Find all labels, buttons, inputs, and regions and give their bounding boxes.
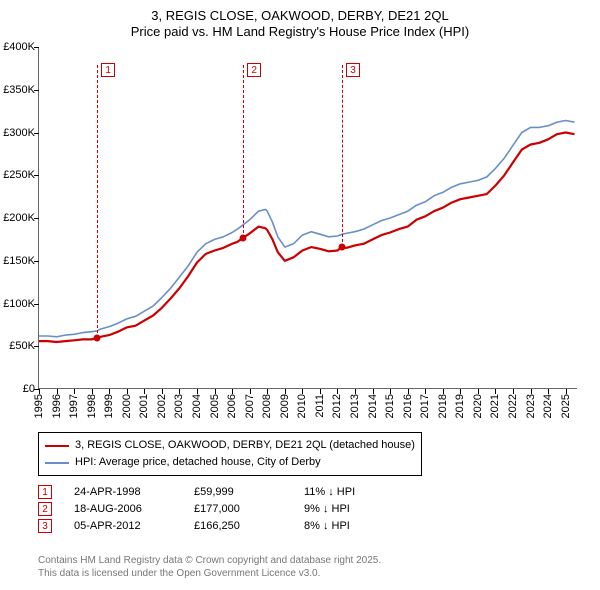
x-tick-label: 2014 (367, 394, 379, 418)
x-tick-label: 2006 (226, 394, 238, 418)
x-tick-label: 2004 (191, 394, 203, 418)
title-line-2: Price paid vs. HM Land Registry's House … (0, 24, 600, 40)
marker-dot (339, 243, 346, 250)
event-price: £166,250 (194, 520, 304, 532)
series-line (39, 133, 575, 343)
x-tick-label: 1998 (86, 394, 98, 418)
x-tick-label: 2019 (454, 394, 466, 418)
x-tick-label: 2009 (279, 394, 291, 418)
event-date: 18-AUG-2006 (74, 503, 194, 515)
y-tick-label: £150K (3, 255, 35, 267)
x-tick-label: 1995 (33, 394, 45, 418)
marker-line (97, 65, 98, 338)
footer-line-1: Contains HM Land Registry data © Crown c… (38, 554, 381, 567)
x-tick-label: 2017 (419, 394, 431, 418)
y-tick-label: £300K (3, 127, 35, 139)
x-tick-label: 2025 (560, 394, 572, 418)
x-tick-label: 2011 (314, 394, 326, 418)
event-delta: 8% ↓ HPI (304, 520, 350, 532)
chart-area: £0£50K£100K£150K£200K£250K£300K£350K£400… (38, 47, 577, 389)
event-row: 2 18-AUG-2006£177,0009% ↓ HPI (38, 502, 355, 516)
price-events: 1 24-APR-1998£59,99911% ↓ HPI 2 18-AUG-2006… (38, 482, 355, 536)
title-line-1: 3, REGIS CLOSE, OAKWOOD, DERBY, DE21 2QL (0, 8, 600, 24)
y-tick-label: £350K (3, 84, 35, 96)
legend-label: 3, REGIS CLOSE, OAKWOOD, DERBY, DE21 2QL… (75, 437, 415, 454)
event-price: £177,000 (194, 503, 304, 515)
event-delta: 9% ↓ HPI (304, 503, 350, 515)
x-tick-label: 2015 (384, 394, 396, 418)
marker-dot (94, 334, 101, 341)
event-index: 1 (38, 485, 52, 499)
marker-line (342, 65, 343, 247)
x-tick-label: 1996 (51, 394, 63, 418)
x-tick-label: 2023 (525, 394, 537, 418)
plot-svg (39, 47, 578, 389)
marker-box: 3 (346, 63, 360, 77)
footer: Contains HM Land Registry data © Crown c… (38, 554, 381, 580)
event-index: 2 (38, 502, 52, 516)
legend-swatch (45, 462, 69, 464)
y-tick-label: £50K (9, 340, 35, 352)
marker-dot (240, 234, 247, 241)
y-tick-label: £250K (3, 169, 35, 181)
legend-swatch (45, 445, 69, 447)
x-tick-label: 2016 (402, 394, 414, 418)
x-tick-label: 2010 (296, 394, 308, 418)
event-row: 3 05-APR-2012£166,2508% ↓ HPI (38, 519, 355, 533)
x-tick-label: 2021 (489, 394, 501, 418)
y-tick-label: £400K (3, 41, 35, 53)
event-price: £59,999 (194, 486, 304, 498)
titles: 3, REGIS CLOSE, OAKWOOD, DERBY, DE21 2QL… (0, 0, 600, 41)
legend: 3, REGIS CLOSE, OAKWOOD, DERBY, DE21 2QL… (38, 432, 422, 476)
x-tick-label: 2013 (349, 394, 361, 418)
x-tick-label: 2001 (138, 394, 150, 418)
x-tick-label: 2000 (121, 394, 133, 418)
marker-box: 1 (101, 63, 115, 77)
y-tick-label: £200K (3, 212, 35, 224)
x-tick-label: 2024 (542, 394, 554, 418)
legend-row: 3, REGIS CLOSE, OAKWOOD, DERBY, DE21 2QL… (45, 437, 415, 454)
x-tick-label: 1997 (68, 394, 80, 418)
x-tick-label: 2003 (173, 394, 185, 418)
event-index: 3 (38, 519, 52, 533)
x-tick-label: 2012 (331, 394, 343, 418)
event-delta: 11% ↓ HPI (304, 486, 355, 498)
x-tick-label: 2007 (244, 394, 256, 418)
marker-line (243, 65, 244, 238)
legend-label: HPI: Average price, detached house, City… (75, 454, 321, 471)
x-tick-label: 1999 (103, 394, 115, 418)
x-tick-label: 2020 (472, 394, 484, 418)
x-tick-label: 2018 (437, 394, 449, 418)
x-tick-label: 2022 (507, 394, 519, 418)
footer-line-2: This data is licensed under the Open Gov… (38, 567, 381, 580)
hpi-chart-page: 3, REGIS CLOSE, OAKWOOD, DERBY, DE21 2QL… (0, 0, 600, 590)
event-date: 05-APR-2012 (74, 520, 194, 532)
marker-box: 2 (247, 63, 261, 77)
series-line (39, 121, 575, 337)
y-tick-label: £100K (3, 298, 35, 310)
event-row: 1 24-APR-1998£59,99911% ↓ HPI (38, 485, 355, 499)
x-tick-label: 2002 (156, 394, 168, 418)
x-tick-label: 2005 (209, 394, 221, 418)
event-date: 24-APR-1998 (74, 486, 194, 498)
x-tick-label: 2008 (261, 394, 273, 418)
legend-row: HPI: Average price, detached house, City… (45, 454, 415, 471)
